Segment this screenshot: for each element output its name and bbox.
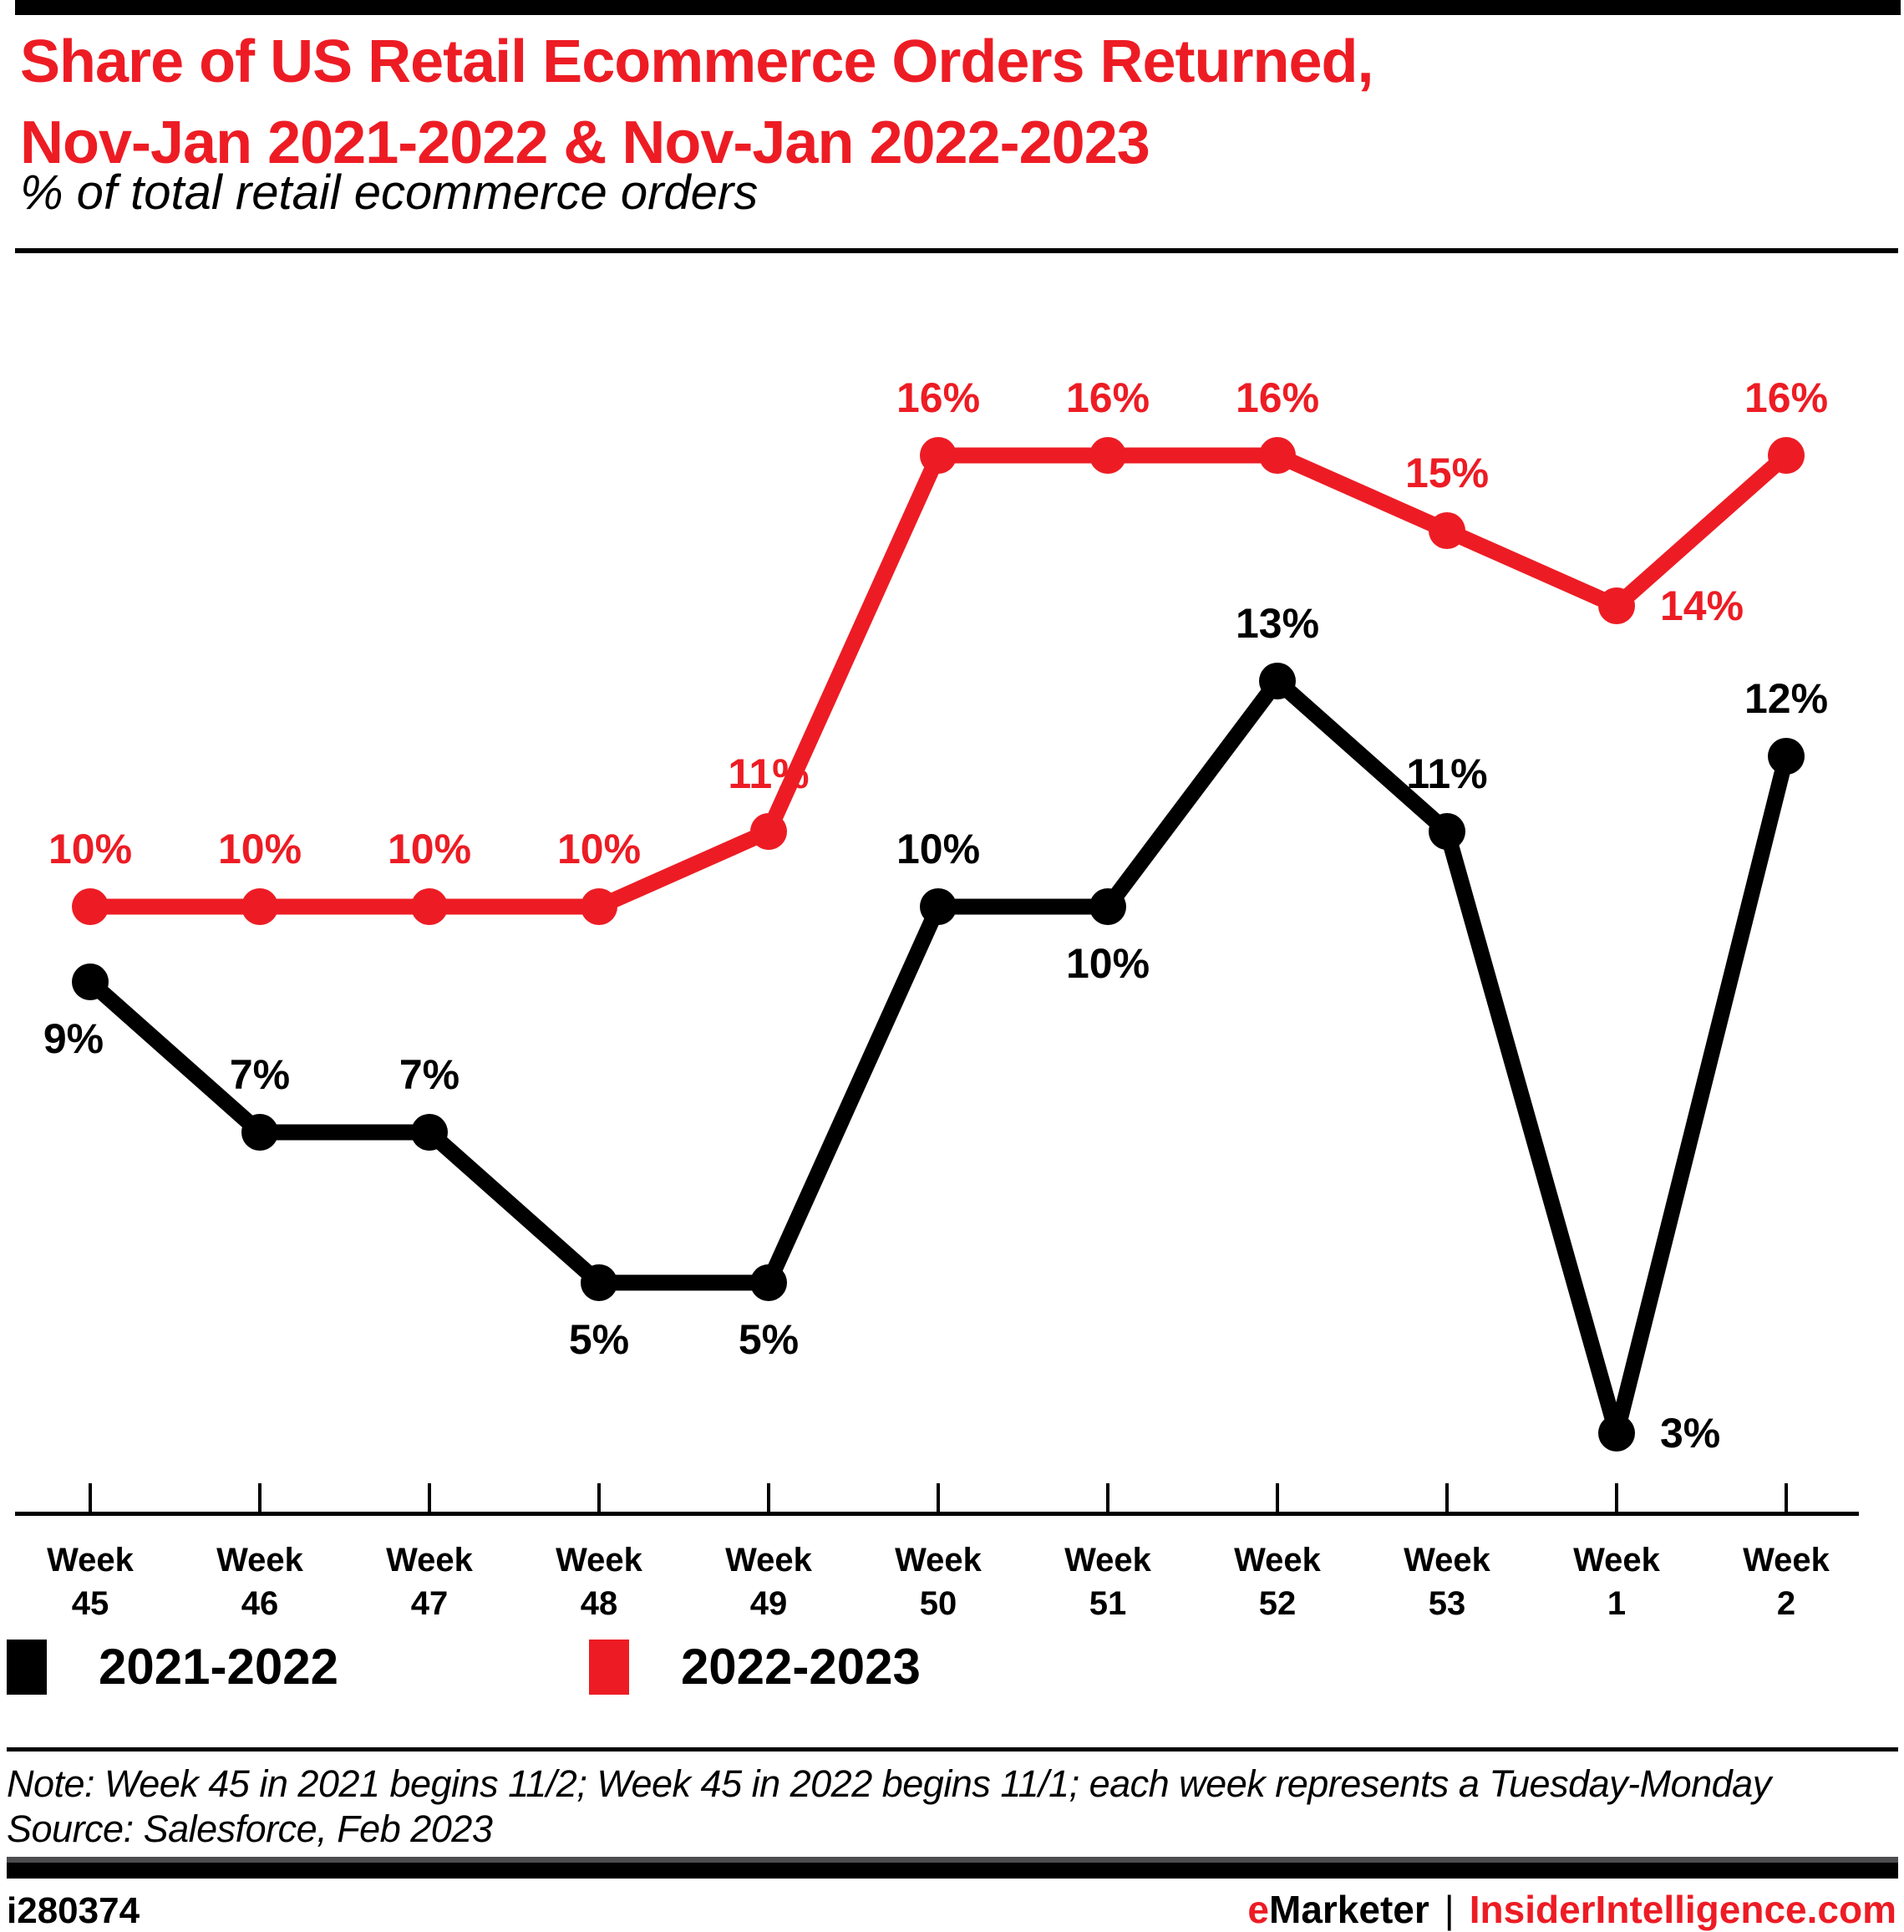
footnote-source: Source: Salesforce, Feb 2023: [7, 1807, 493, 1850]
page-title: Share of US Retail Ecommerce Orders Retu…: [20, 22, 1883, 184]
data-label-2022-2023-Week 47: 10%: [388, 826, 471, 872]
x-axis-label: Week 1: [1573, 1542, 1661, 1622]
footnote-note: Note: Week 45 in 2021 begins 11/2; Week …: [7, 1762, 1771, 1805]
x-axis-line: [15, 1512, 1859, 1516]
footnote: Note: Week 45 in 2021 begins 11/2; Week …: [7, 1762, 1898, 1852]
data-point-2021-2022-Week 1: [1598, 1415, 1635, 1452]
legend-swatch-2022-2023: [588, 1640, 629, 1695]
page-title-line2: Nov-Jan 2021-2022 & Nov-Jan 2022-2023: [20, 109, 1150, 176]
x-axis-label: Week 2: [1743, 1542, 1830, 1622]
data-point-2021-2022-Week 47: [411, 1114, 448, 1151]
data-label-2021-2022-Week 49: 5%: [739, 1316, 799, 1363]
data-label-2022-2023-Week 50: 16%: [896, 374, 980, 421]
data-point-2021-2022-Week 2: [1768, 738, 1805, 775]
x-axis-tick: [428, 1483, 431, 1513]
data-label-2022-2023-Week 53: 15%: [1405, 450, 1489, 496]
x-axis-tick: [258, 1483, 261, 1513]
data-point-2022-2023-Week 1: [1598, 587, 1635, 624]
data-label-2022-2023-Week 52: 16%: [1236, 374, 1319, 421]
x-axis-label: Week 47: [386, 1542, 474, 1622]
data-point-2021-2022-Week 45: [72, 963, 109, 1000]
emarketer-logo-e: e: [1247, 1888, 1269, 1931]
footnote-divider: [7, 1747, 1898, 1752]
x-axis-tick: [1276, 1483, 1279, 1513]
data-label-2022-2023-Week 49: 11%: [728, 750, 809, 797]
legend-swatch-2021-2022: [7, 1640, 47, 1695]
data-point-2022-2023-Week 52: [1259, 437, 1296, 474]
x-axis-tick: [89, 1483, 92, 1513]
insider-intelligence-link[interactable]: InsiderIntelligence.com: [1469, 1888, 1896, 1931]
x-axis-tick: [1785, 1483, 1788, 1513]
data-point-2022-2023-Week 47: [411, 888, 448, 925]
data-label-2022-2023-Week 48: 10%: [557, 826, 641, 872]
title-divider: [15, 248, 1898, 253]
emarketer-logo-rest: Marketer: [1269, 1888, 1429, 1931]
data-label-2022-2023-Week 2: 16%: [1744, 374, 1828, 421]
x-axis-tick: [597, 1483, 601, 1513]
data-label-2021-2022-Week 53: 11%: [1406, 750, 1487, 797]
chart-id: i280374: [7, 1890, 140, 1931]
x-axis-label: Week 46: [216, 1542, 304, 1622]
data-point-2021-2022-Week 46: [241, 1114, 278, 1151]
x-axis-tick: [1445, 1483, 1449, 1513]
data-point-2022-2023-Week 50: [920, 437, 957, 474]
x-axis-label: Week 45: [47, 1542, 135, 1622]
data-label-2021-2022-Week 45: 9%: [43, 1015, 104, 1062]
footer-separator: |: [1444, 1888, 1455, 1931]
chart-legend: 2021-2022 2022-2023: [7, 1640, 921, 1695]
series-line-2021-2022: [82, 673, 1795, 1441]
x-axis-label: Week 51: [1064, 1542, 1152, 1622]
x-axis-tick: [1615, 1483, 1618, 1513]
data-point-2021-2022-Week 50: [920, 888, 957, 925]
data-point-2022-2023-Week 49: [750, 813, 787, 850]
data-label-2021-2022-Week 51: 10%: [1066, 940, 1150, 987]
data-label-2021-2022-Week 52: 13%: [1236, 600, 1319, 647]
data-point-2021-2022-Week 49: [750, 1264, 787, 1301]
data-point-2022-2023-Week 53: [1429, 512, 1465, 549]
data-point-2022-2023-Week 51: [1089, 437, 1126, 474]
data-label-2021-2022-Week 48: 5%: [569, 1316, 629, 1363]
data-label-2022-2023-Week 45: 10%: [48, 826, 132, 872]
footer-branding: eMarketer | InsiderIntelligence.com: [1247, 1887, 1896, 1932]
data-label-2021-2022-Week 47: 7%: [399, 1051, 459, 1098]
footer-bar-black: [7, 1863, 1898, 1879]
x-axis-label: Week 53: [1404, 1542, 1491, 1622]
chart-subtitle: % of total retail ecommerce orders: [20, 165, 759, 220]
top-black-bar: [15, 0, 1901, 15]
data-label-2021-2022-Week 1: 3%: [1660, 1410, 1720, 1457]
x-axis-label: Week 49: [725, 1542, 813, 1622]
x-axis-tick: [937, 1483, 940, 1513]
data-point-2022-2023-Week 48: [581, 888, 617, 925]
data-point-2021-2022-Week 51: [1089, 888, 1126, 925]
x-axis-tick: [767, 1483, 770, 1513]
data-label-2022-2023-Week 51: 16%: [1066, 374, 1150, 421]
x-axis-tick: [1106, 1483, 1109, 1513]
x-axis-label: Week 48: [556, 1542, 643, 1622]
data-label-2021-2022-Week 50: 10%: [896, 826, 980, 872]
legend-label-2022-2023: 2022-2023: [680, 1639, 921, 1695]
page-title-line1: Share of US Retail Ecommerce Orders Retu…: [20, 28, 1374, 95]
data-point-2022-2023-Week 45: [72, 888, 109, 925]
data-point-2021-2022-Week 52: [1259, 663, 1296, 699]
data-point-2022-2023-Week 46: [241, 888, 278, 925]
x-axis-label: Week 50: [895, 1542, 982, 1622]
data-point-2022-2023-Week 2: [1768, 437, 1805, 474]
data-point-2021-2022-Week 53: [1429, 813, 1465, 850]
data-label-2021-2022-Week 2: 12%: [1744, 675, 1828, 722]
data-label-2022-2023-Week 46: 10%: [218, 826, 302, 872]
data-point-2021-2022-Week 48: [581, 1264, 617, 1301]
data-label-2022-2023-Week 1: 14%: [1660, 582, 1744, 629]
data-label-2021-2022-Week 46: 7%: [230, 1051, 290, 1098]
legend-label-2021-2022: 2021-2022: [99, 1639, 338, 1695]
x-axis-label: Week 52: [1234, 1542, 1322, 1622]
footer-bar-gray: [7, 1857, 1898, 1863]
